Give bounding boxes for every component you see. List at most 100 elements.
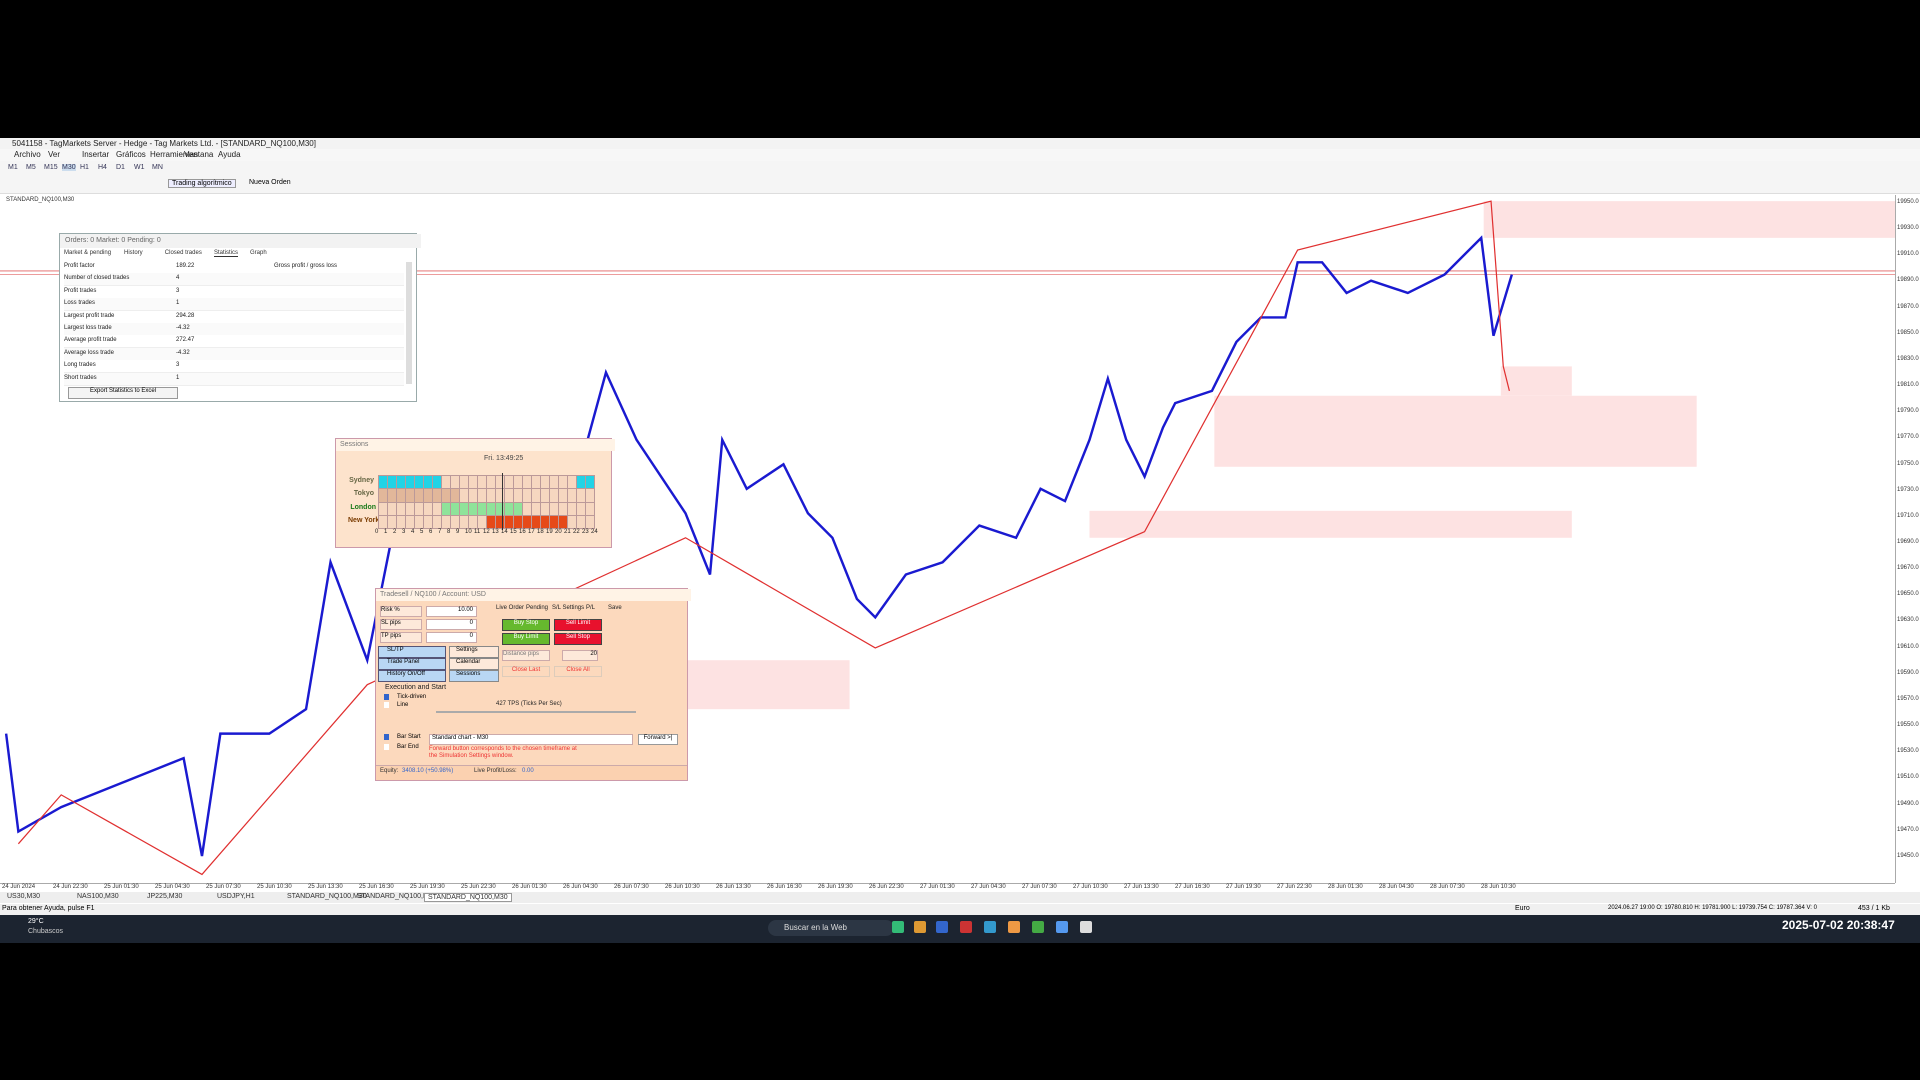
price-label: 19790.0	[1897, 408, 1919, 415]
menu-item[interactable]: Ayuda	[218, 150, 241, 159]
tool-button[interactable]: Trade Panel	[378, 658, 446, 670]
timeframe-button[interactable]: M1	[8, 164, 18, 171]
order-button[interactable]: Sell Stop	[554, 633, 602, 645]
radio-option[interactable]: Bar End	[384, 744, 419, 750]
time-label: 26 Jun 10:30	[665, 884, 700, 890]
menu-item[interactable]: Ver	[48, 150, 61, 159]
chart-tab[interactable]: NAS100,M30	[77, 893, 119, 900]
chart-tabs	[0, 892, 1920, 903]
hour-label: 12	[483, 529, 490, 536]
stats-cell: -4.32	[176, 349, 190, 356]
stats-cell: Largest loss trade	[64, 325, 112, 331]
algo-trading-button[interactable]: Trading algorítmico	[168, 179, 236, 188]
title-bar	[0, 138, 1920, 149]
time-label: 25 Jun 10:30	[257, 884, 292, 890]
chart-tab[interactable]: USDJPY,H1	[217, 893, 255, 900]
menu-item[interactable]: Gráficos	[116, 150, 146, 159]
stats-cell: 272.47	[176, 337, 195, 344]
order-button[interactable]: Sell Limit	[554, 619, 602, 631]
chart-tab[interactable]: US30,M30	[7, 893, 41, 900]
timeframe-button[interactable]: H4	[98, 164, 107, 171]
menu-item[interactable]: Archivo	[14, 150, 41, 159]
hour-label: 11	[474, 529, 481, 536]
input-field[interactable]: 0	[426, 632, 477, 643]
stats-cell: Long trades	[64, 362, 96, 369]
radio-option[interactable]: Line	[384, 702, 408, 708]
order-tab[interactable]: S/L Settings	[552, 605, 585, 611]
price-label: 19610.0	[1897, 643, 1919, 650]
chart-tab[interactable]: STANDARD_NQ100,M30	[357, 893, 437, 900]
order-tab[interactable]: Save	[608, 605, 622, 611]
chart-tab[interactable]: STANDARD_NQ100,M30	[287, 893, 367, 900]
timeframe-button[interactable]: H1	[80, 164, 89, 171]
close-button[interactable]: Close All	[554, 666, 602, 677]
taskbar-icon[interactable]	[1080, 921, 1092, 933]
order-button[interactable]: Buy Limit	[502, 633, 550, 645]
price-label: 19630.0	[1897, 617, 1919, 624]
tool-button[interactable]: SL/TP	[378, 646, 446, 658]
timeframe-button[interactable]: M5	[26, 164, 36, 171]
stats-cell: Loss trades	[64, 300, 96, 307]
price-label: 19930.0	[1897, 225, 1919, 232]
panel-tab[interactable]: Market & pending	[64, 250, 112, 256]
chart-select[interactable]: Standard chart - M30	[429, 734, 633, 745]
price-label: 19890.0	[1897, 277, 1919, 284]
order-tab[interactable]: P/L	[586, 605, 596, 611]
order-button[interactable]: Buy Stop	[502, 619, 550, 631]
stats-cell: 1	[176, 300, 180, 307]
taskbar-icon[interactable]	[1008, 921, 1020, 933]
time-label: 27 Jun 07:30	[1022, 884, 1057, 890]
menu-item[interactable]: Herramientas	[150, 150, 199, 159]
timeframe-button[interactable]: M15	[44, 164, 58, 171]
time-label: 26 Jun 16:30	[767, 884, 802, 890]
stats-row: Profit factor 189.22 Gross profit / gross …	[64, 261, 404, 274]
speed-slider[interactable]	[436, 711, 636, 713]
stats-row: Long trades 3	[64, 360, 404, 374]
distance-label: Distance pips	[502, 650, 550, 661]
close-button[interactable]: Close Last	[502, 666, 550, 677]
chart-tab[interactable]: STANDARD_NQ100,M30	[424, 893, 512, 902]
distance-input[interactable]: 20	[562, 650, 598, 661]
hour-label: 23	[582, 529, 589, 536]
tool-button[interactable]: Calendar	[449, 658, 499, 670]
time-label: 27 Jun 01:30	[920, 884, 955, 890]
timeframe-button[interactable]: MN	[152, 164, 163, 171]
taskbar-icon[interactable]	[892, 921, 904, 933]
session-name: Tokyo	[353, 490, 374, 498]
timeframe-button[interactable]: D1	[116, 164, 125, 171]
tool-button[interactable]: Settings	[449, 646, 499, 658]
radio-option[interactable]: Tick-driven	[384, 694, 426, 700]
taskbar-icon[interactable]	[1032, 921, 1044, 933]
menu-item[interactable]: Ventana	[184, 150, 214, 159]
new-order-button[interactable]: Nueva Orden	[249, 179, 291, 186]
time-label: 26 Jun 04:30	[563, 884, 598, 890]
scrollbar	[406, 262, 412, 384]
panel-tab[interactable]: Closed trades	[164, 250, 202, 256]
panel-tab[interactable]: History	[124, 250, 143, 256]
input-field[interactable]: 10.00	[426, 606, 477, 617]
stats-cell: Largest profit trade	[64, 312, 115, 319]
tool-button[interactable]: Sessions	[449, 670, 499, 682]
input-field[interactable]: 0	[426, 619, 477, 630]
timeframe-button[interactable]: M30	[62, 164, 76, 171]
forward-button[interactable]: Forward >|	[638, 734, 678, 745]
panel-tab[interactable]: Graph	[250, 250, 267, 256]
taskbar-icon[interactable]	[984, 921, 996, 933]
taskbar-icon[interactable]	[914, 921, 926, 933]
stats-cell: 294.28	[176, 312, 195, 319]
chart-tab[interactable]: JP225,M30	[147, 893, 183, 900]
taskbar-icon[interactable]	[936, 921, 948, 933]
menu-item[interactable]: Insertar	[82, 150, 110, 159]
timeframe-button[interactable]: W1	[134, 164, 145, 171]
search-box[interactable]: Buscar en la Web	[768, 920, 894, 936]
taskbar-icon[interactable]	[960, 921, 972, 933]
export-button[interactable]: Export Statistics to Excel	[68, 387, 178, 399]
order-tab[interactable]: Live Order	[496, 605, 525, 611]
time-label: 25 Jun 07:30	[206, 884, 241, 890]
tool-button[interactable]: History On/Off	[378, 670, 446, 682]
order-tab[interactable]: Pending	[526, 605, 549, 611]
demand-zone	[1089, 510, 1572, 538]
radio-option[interactable]: Bar Start	[384, 734, 421, 740]
taskbar-icon[interactable]	[1056, 921, 1068, 933]
panel-tab[interactable]: Statistics	[214, 250, 239, 257]
